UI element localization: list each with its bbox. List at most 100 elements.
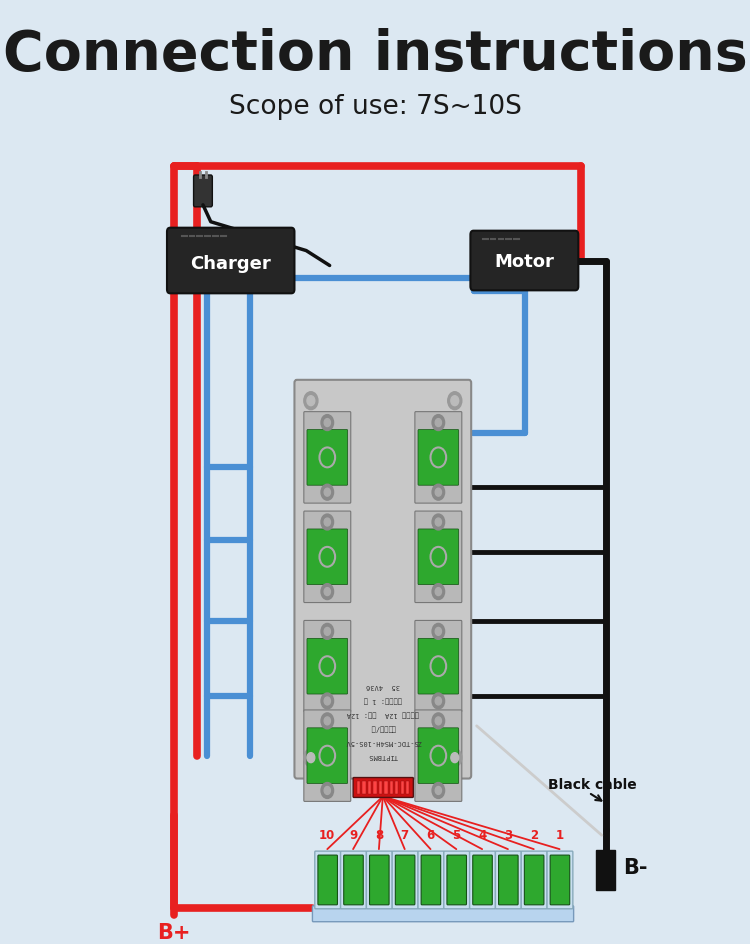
Text: 3: 3	[504, 829, 512, 842]
Circle shape	[435, 518, 442, 526]
Text: 额定电压: 1 节: 额定电压: 1 节	[364, 697, 402, 703]
FancyBboxPatch shape	[304, 412, 351, 503]
Text: Motor: Motor	[494, 254, 554, 272]
Bar	[400, 781, 404, 795]
Text: Connection instructions: Connection instructions	[3, 27, 747, 82]
Circle shape	[448, 392, 462, 410]
FancyBboxPatch shape	[496, 851, 521, 909]
FancyBboxPatch shape	[418, 638, 459, 694]
Bar	[385, 781, 388, 795]
Circle shape	[435, 628, 442, 635]
FancyBboxPatch shape	[418, 430, 459, 485]
Bar	[379, 781, 382, 795]
Circle shape	[324, 518, 331, 526]
Circle shape	[324, 587, 331, 596]
Circle shape	[324, 697, 331, 705]
FancyBboxPatch shape	[344, 855, 363, 904]
FancyBboxPatch shape	[472, 855, 492, 904]
Bar	[368, 781, 371, 795]
Circle shape	[307, 752, 315, 763]
Circle shape	[321, 693, 334, 709]
FancyBboxPatch shape	[418, 529, 459, 584]
Circle shape	[324, 716, 331, 725]
Text: 9: 9	[349, 829, 357, 842]
Text: B+: B+	[158, 922, 190, 943]
FancyBboxPatch shape	[367, 851, 392, 909]
Text: Charger: Charger	[190, 256, 271, 274]
Circle shape	[304, 749, 318, 767]
Circle shape	[451, 396, 459, 406]
Text: Scope of use: 7S~10S: Scope of use: 7S~10S	[229, 94, 521, 121]
FancyBboxPatch shape	[415, 710, 462, 801]
Text: ZS-TDC-MS4H-10S-5V: ZS-TDC-MS4H-10S-5V	[344, 739, 421, 745]
FancyBboxPatch shape	[596, 851, 615, 890]
Circle shape	[435, 697, 442, 705]
Bar	[357, 781, 360, 795]
FancyBboxPatch shape	[524, 855, 544, 904]
FancyBboxPatch shape	[547, 851, 573, 909]
FancyBboxPatch shape	[392, 851, 418, 909]
Circle shape	[432, 583, 445, 599]
Circle shape	[435, 488, 442, 497]
Bar	[374, 781, 376, 795]
FancyBboxPatch shape	[550, 855, 570, 904]
FancyBboxPatch shape	[194, 175, 212, 207]
FancyBboxPatch shape	[415, 620, 462, 712]
FancyBboxPatch shape	[353, 778, 413, 798]
FancyBboxPatch shape	[422, 855, 441, 904]
FancyBboxPatch shape	[418, 851, 444, 909]
FancyBboxPatch shape	[307, 529, 348, 584]
Circle shape	[432, 693, 445, 709]
FancyBboxPatch shape	[307, 638, 348, 694]
FancyBboxPatch shape	[447, 855, 466, 904]
FancyBboxPatch shape	[307, 728, 348, 784]
Circle shape	[324, 786, 331, 795]
FancyBboxPatch shape	[370, 855, 389, 904]
Circle shape	[432, 414, 445, 430]
FancyBboxPatch shape	[470, 851, 496, 909]
Circle shape	[321, 713, 334, 729]
FancyBboxPatch shape	[415, 412, 462, 503]
Text: 10: 10	[320, 829, 335, 842]
Circle shape	[435, 786, 442, 795]
FancyBboxPatch shape	[304, 710, 351, 801]
Circle shape	[321, 783, 334, 799]
Circle shape	[448, 749, 462, 767]
Circle shape	[321, 514, 334, 530]
Bar	[406, 781, 410, 795]
Bar	[395, 781, 398, 795]
Text: 1: 1	[556, 829, 563, 842]
Circle shape	[324, 488, 331, 497]
Circle shape	[432, 783, 445, 799]
Bar	[362, 781, 365, 795]
Circle shape	[435, 587, 442, 596]
Text: 2: 2	[530, 829, 538, 842]
FancyBboxPatch shape	[418, 728, 459, 784]
FancyBboxPatch shape	[470, 230, 578, 291]
Text: 35  4V36: 35 4V36	[366, 683, 400, 689]
FancyBboxPatch shape	[340, 851, 367, 909]
Text: 8: 8	[375, 829, 383, 842]
FancyBboxPatch shape	[304, 620, 351, 712]
FancyBboxPatch shape	[315, 851, 340, 909]
FancyBboxPatch shape	[499, 855, 518, 904]
FancyBboxPatch shape	[415, 511, 462, 602]
Text: 额定电流 12A  最大: 12A: 额定电流 12A 最大: 12A	[346, 711, 419, 717]
Text: 4: 4	[478, 829, 486, 842]
FancyBboxPatch shape	[395, 855, 415, 904]
FancyBboxPatch shape	[444, 851, 470, 909]
Text: 5: 5	[452, 829, 460, 842]
Text: 充电保护/口: 充电保护/口	[370, 725, 395, 732]
Circle shape	[321, 484, 334, 500]
Text: Black cable: Black cable	[548, 779, 637, 793]
Bar	[390, 781, 393, 795]
Circle shape	[321, 414, 334, 430]
FancyBboxPatch shape	[167, 228, 295, 294]
Text: 6: 6	[427, 829, 435, 842]
Circle shape	[432, 713, 445, 729]
Circle shape	[432, 514, 445, 530]
FancyBboxPatch shape	[521, 851, 547, 909]
FancyBboxPatch shape	[318, 855, 338, 904]
Circle shape	[435, 418, 442, 427]
FancyBboxPatch shape	[307, 430, 348, 485]
